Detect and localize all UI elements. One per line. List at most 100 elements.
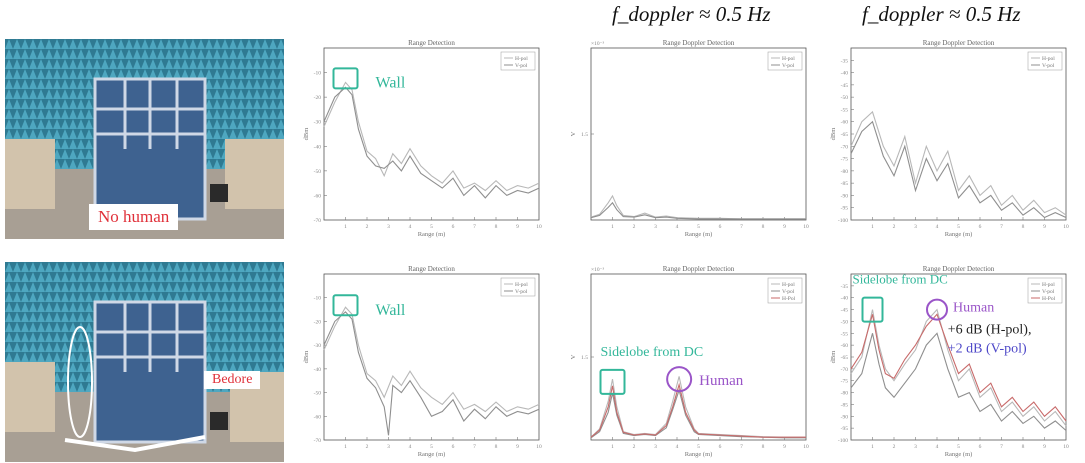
chamber-photo-no-human — [5, 39, 284, 239]
x-tick-label: 1 — [871, 444, 874, 450]
y-tick-label: -45 — [841, 308, 849, 314]
y-tick-label: -20 — [314, 95, 322, 101]
y-tick-label: -50 — [841, 319, 849, 325]
y-tick-label: -40 — [841, 296, 849, 302]
x-tick-label: 10 — [803, 224, 809, 230]
chamber-scene-illustration — [5, 262, 284, 462]
x-tick-label: 5 — [957, 224, 960, 230]
x-tick-label: 8 — [1022, 444, 1025, 450]
series-line-h-pol — [850, 308, 1067, 427]
x-tick-label: 1 — [611, 444, 614, 450]
x-tick-label: 10 — [1063, 224, 1069, 230]
x-tick-label: 6 — [452, 224, 455, 230]
y-tick-label: 1.5 — [581, 355, 588, 361]
x-tick-label: 3 — [914, 224, 917, 230]
x-axis-label: Range (m) — [945, 231, 973, 238]
x-tick-label: 1 — [611, 224, 614, 230]
x-axis-label: Range (m) — [945, 451, 973, 458]
y-tick-label: -35 — [841, 58, 849, 64]
photo-label-no-human: No human — [89, 204, 179, 230]
y-axis-label: dBm — [303, 128, 310, 141]
y-tick-label: -50 — [314, 391, 322, 397]
y-tick-label: -90 — [841, 414, 849, 420]
x-tick-label: 1 — [871, 224, 874, 230]
x-tick-label: 1 — [344, 444, 347, 450]
legend-label: H-pol — [782, 282, 795, 288]
x-tick-label: 4 — [676, 224, 679, 230]
chamber-photo-human — [5, 262, 284, 462]
y-tick-label: -45 — [841, 83, 849, 89]
plot-area-frame — [323, 47, 540, 221]
series-line-h-pol — [323, 81, 540, 192]
x-tick-label: 5 — [957, 444, 960, 450]
legend-label: V-pol — [515, 289, 528, 295]
x-tick-label: 3 — [914, 444, 917, 450]
x-tick-label: 10 — [803, 444, 809, 450]
y-tick-label: -70 — [841, 367, 849, 373]
y-tick-label: -50 — [314, 169, 322, 175]
x-tick-label: 3 — [387, 224, 390, 230]
x-tick-label: 6 — [719, 224, 722, 230]
chamber-scene-illustration — [5, 39, 284, 239]
y-tick-label: -10 — [314, 296, 322, 302]
y-tick-label: -40 — [841, 71, 849, 77]
annotation-circle — [666, 366, 693, 393]
x-tick-label: 2 — [893, 224, 896, 230]
plot-area-frame — [590, 47, 807, 221]
x-tick-label: 2 — [633, 444, 636, 450]
y-axis-label: dBm — [303, 351, 310, 364]
y-tick-label: -85 — [841, 402, 849, 408]
legend-label: H-pol — [1042, 282, 1055, 288]
y-tick-label: -100 — [838, 438, 848, 444]
chart-title: Range Doppler Detection — [923, 265, 995, 273]
legend-label: V-pol — [1042, 63, 1055, 69]
x-tick-label: 5 — [697, 444, 700, 450]
x-tick-label: 10 — [536, 224, 542, 230]
x-tick-label: 9 — [783, 444, 786, 450]
x-tick-label: 8 — [1022, 224, 1025, 230]
y-tick-label: -40 — [314, 144, 322, 150]
x-tick-label: 8 — [495, 224, 498, 230]
y-axis-label: dBm — [830, 351, 837, 364]
annotation-box — [599, 368, 626, 395]
annotation-label: Human — [699, 373, 744, 389]
series-line-h-pol — [850, 110, 1067, 216]
chart-title: Range Detection — [408, 265, 455, 273]
x-tick-label: 7 — [1000, 224, 1003, 230]
series-line-v-pol — [323, 86, 540, 199]
x-tick-label: 7 — [1000, 444, 1003, 450]
x-tick-label: 4 — [936, 444, 939, 450]
legend-label: H-pol — [1042, 56, 1055, 62]
x-tick-label: 6 — [452, 444, 455, 450]
y-tick-label: -65 — [841, 355, 849, 361]
annotation-circle — [926, 298, 948, 321]
series-line-h-pol — [850, 313, 1067, 422]
x-tick-label: 4 — [409, 224, 412, 230]
photo-label-bedore: Bedore — [204, 371, 261, 389]
x-tick-label: 1 — [344, 224, 347, 230]
y-axis-label: V — [570, 354, 577, 359]
chart-range-doppler-human-dbm: Range Doppler Detection 1 2 3 4 5 6 7 8 9 10 -35 -40… — [830, 265, 1069, 458]
y-exponent-label: ×10⁻³ — [591, 41, 605, 47]
x-tick-label: 7 — [473, 444, 476, 450]
x-tick-label: 7 — [740, 444, 743, 450]
y-tick-label: -80 — [841, 169, 849, 175]
y-axis-label: dBm — [830, 128, 837, 141]
plot-area-frame — [323, 273, 540, 441]
x-tick-label: 3 — [654, 224, 657, 230]
annotation-label: Sidelobe from DC — [853, 272, 948, 287]
y-tick-label: -60 — [314, 414, 322, 420]
chart-range-doppler-human-linear: Range Doppler Detection 1 2 3 4 5 6 7 8 9 10 1.5 ×10… — [570, 265, 809, 458]
series-line-v-pol — [323, 311, 540, 436]
y-tick-label: -100 — [838, 218, 848, 224]
x-tick-label: 7 — [473, 224, 476, 230]
series-line-h-pol — [590, 382, 806, 438]
x-tick-label: 2 — [633, 224, 636, 230]
series-line-v-pol — [850, 120, 1067, 219]
chart-title: Range Doppler Detection — [923, 39, 995, 47]
y-tick-label: -10 — [314, 71, 322, 77]
x-tick-label: 8 — [495, 444, 498, 450]
